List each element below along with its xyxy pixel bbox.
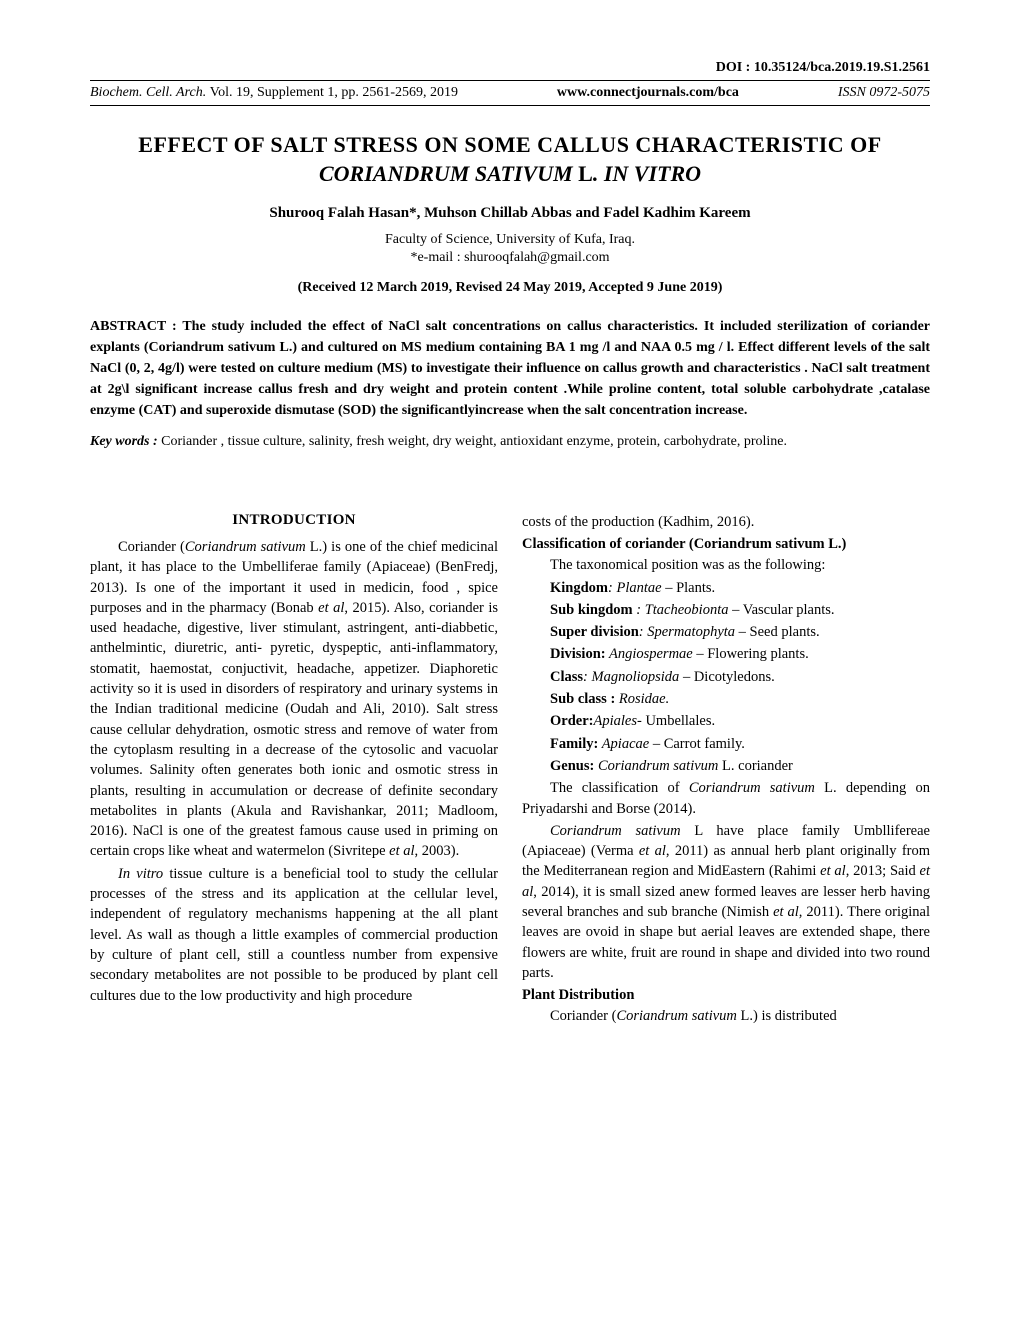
tax-intro: The taxonomical position was as the foll… (522, 555, 930, 575)
dates: (Received 12 March 2019, Revised 24 May … (90, 280, 930, 296)
email: *e-mail : shurooqfalah@gmail.com (90, 250, 930, 266)
col2-para-distribution: Coriander (Coriandrum sativum L.) is dis… (522, 1006, 930, 1026)
col2-continuation: costs of the production (Kadhim, 2016). (522, 512, 930, 532)
authors: Shurooq Falah Hasan*, Muhson Chillab Abb… (90, 205, 930, 222)
tax-superdivision: Super division: Spermatophyta – Seed pla… (522, 622, 930, 642)
title-species: CORIANDRUM SATIVUM (319, 161, 573, 186)
tax-subclass: Sub class : Rosidae. (522, 689, 930, 709)
introduction-heading: INTRODUCTION (90, 512, 498, 529)
abstract-text: The study included the effect of NaCl sa… (90, 319, 930, 418)
col2-para-classification: The classification of Coriandrum sativum… (522, 778, 930, 819)
title-invitro: . IN VITRO (593, 161, 701, 186)
tax-genus: Genus: Coriandrum sativum L. coriander (522, 756, 930, 776)
title-line2: CORIANDRUM SATIVUM L. IN VITRO (90, 161, 930, 187)
column-left: INTRODUCTION Coriander (Coriandrum sativ… (90, 512, 498, 1029)
abstract: ABSTRACT : The study included the effect… (90, 316, 930, 421)
tax-division: Division: Angiospermae – Flowering plant… (522, 644, 930, 664)
body-columns: INTRODUCTION Coriander (Coriandrum sativ… (90, 512, 930, 1029)
tax-kingdom: Kingdom: Plantae – Plants. (522, 578, 930, 598)
doi: DOI : 10.35124/bca.2019.19.S1.2561 (90, 60, 930, 76)
header-issn: ISSN 0972-5075 (838, 85, 930, 101)
tax-order: Order:Apiales- Umbellales. (522, 711, 930, 731)
intro-para-1: Coriander (Coriandrum sativum L.) is one… (90, 537, 498, 862)
distribution-heading: Plant Distribution (522, 987, 930, 1004)
header-left: Biochem. Cell. Arch. Vol. 19, Supplement… (90, 85, 458, 101)
tax-family: Family: Apiacae – Carrot family. (522, 734, 930, 754)
vol-info: Vol. 19, Supplement 1, pp. 2561-2569, 20… (210, 85, 458, 100)
header-bar: Biochem. Cell. Arch. Vol. 19, Supplement… (90, 80, 930, 106)
tax-class: Class: Magnoliopsida – Dicotyledons. (522, 667, 930, 687)
column-right: costs of the production (Kadhim, 2016). … (522, 512, 930, 1029)
classification-heading: Classification of coriander (Coriandrum … (522, 536, 930, 553)
keywords-label: Key words : (90, 434, 158, 449)
keywords: Key words : Coriander , tissue culture, … (90, 431, 930, 452)
title-line1: EFFECT OF SALT STRESS ON SOME CALLUS CHA… (90, 132, 930, 158)
title-l: L (573, 161, 593, 186)
intro-para-2: In vitro tissue culture is a beneficial … (90, 864, 498, 1006)
keywords-text: Coriander , tissue culture, salinity, fr… (158, 434, 787, 449)
journal-name: Biochem. Cell. Arch. (90, 85, 206, 100)
abstract-label: ABSTRACT : (90, 319, 182, 334)
col2-para-description: Coriandrum sativum L have place family U… (522, 821, 930, 983)
affiliation: Faculty of Science, University of Kufa, … (90, 232, 930, 248)
tax-subkingdom: Sub kingdom : Ttacheobionta – Vascular p… (522, 600, 930, 620)
header-website: www.connectjournals.com/bca (557, 85, 739, 101)
